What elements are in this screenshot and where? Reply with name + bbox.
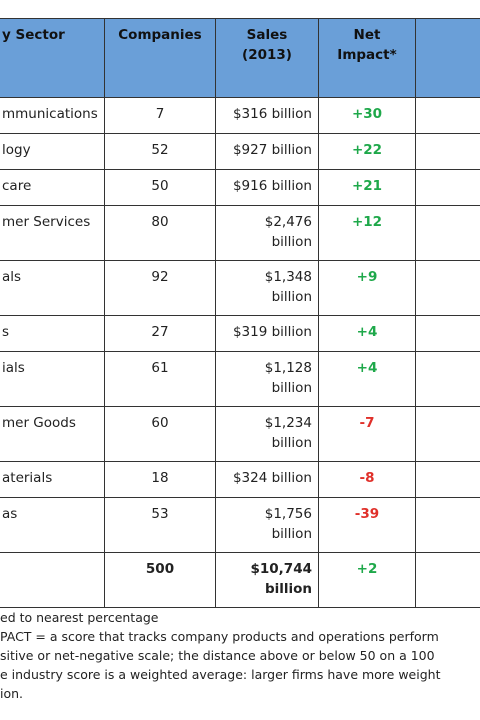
table-cell: +22 — [318, 133, 416, 170]
table-cell: $324 billion — [215, 461, 319, 498]
table-cell: 18 — [104, 461, 216, 498]
table-cell: logy — [0, 133, 105, 170]
table-cell: 80 — [104, 205, 216, 261]
table-cell: mer Services — [0, 205, 105, 261]
table-row: mer Goods 60 $1,234 billion -7 — [0, 406, 480, 462]
table-cell: -39 — [318, 497, 416, 553]
table-cell: 500 — [104, 552, 216, 608]
table-row: logy 52 $927 billion +22 — [0, 133, 480, 170]
table-cell — [415, 205, 480, 261]
footnote: sitive or net-negative scale; the distan… — [0, 648, 435, 663]
table-row: care 50 $916 billion +21 — [0, 169, 480, 206]
table-row: as 53 $1,756 billion -39 — [0, 497, 480, 553]
table-cell — [415, 552, 480, 608]
table-cell: 61 — [104, 351, 216, 407]
table-cell — [415, 461, 480, 498]
table-cell: 60 — [104, 406, 216, 462]
table-cell: $1,348 billion — [215, 260, 319, 316]
table-cell: $316 billion — [215, 97, 319, 134]
table-cell: ials — [0, 351, 105, 407]
footnote: PACT = a score that tracks company produ… — [0, 629, 439, 644]
table-cell: $2,476 billion — [215, 205, 319, 261]
table-cell: 92 — [104, 260, 216, 316]
table-cell: -8 — [318, 461, 416, 498]
table-cell: $1,128 billion — [215, 351, 319, 407]
table-cell — [0, 552, 105, 608]
table-cell: $10,744 billion — [215, 552, 319, 608]
table-cell — [415, 406, 480, 462]
table-cell: 50 — [104, 169, 216, 206]
table-cell — [415, 315, 480, 352]
table-cell: +4 — [318, 315, 416, 352]
table-cell: mmunications — [0, 97, 105, 134]
table-cell: $1,756 billion — [215, 497, 319, 553]
header-cell: Net Impact* — [318, 18, 416, 98]
table-cell — [415, 497, 480, 553]
table-cell: +9 — [318, 260, 416, 316]
table-row: als 92 $1,348 billion +9 — [0, 260, 480, 316]
table-cell: 52 — [104, 133, 216, 170]
sector-table: y Sector Companies Sales (2013) Net Impact*… — [0, 18, 480, 608]
header-cell: Secto of Larg Eco — [415, 18, 480, 98]
table-cell — [415, 260, 480, 316]
footnote: ed to nearest percentage — [0, 610, 159, 625]
footnote: ion. — [0, 686, 24, 701]
table-cell — [415, 351, 480, 407]
table-cell: $927 billion — [215, 133, 319, 170]
header-cell: Sales (2013) — [215, 18, 319, 98]
table-cell: aterials — [0, 461, 105, 498]
table-cell — [415, 97, 480, 134]
table-cell: mer Goods — [0, 406, 105, 462]
table-row: 500 $10,744 billion +2 — [0, 552, 480, 608]
table-cell — [415, 169, 480, 206]
table-cell: +12 — [318, 205, 416, 261]
footnote: e industry score is a weighted average: … — [0, 667, 441, 682]
table-cell: $1,234 billion — [215, 406, 319, 462]
header-cell: Companies — [104, 18, 216, 98]
table-cell: $319 billion — [215, 315, 319, 352]
table-cell: als — [0, 260, 105, 316]
table-cell: +30 — [318, 97, 416, 134]
header-row: y Sector Companies Sales (2013) Net Impact*… — [0, 18, 480, 98]
table-cell: $916 billion — [215, 169, 319, 206]
table-cell: +4 — [318, 351, 416, 407]
table-cell: 7 — [104, 97, 216, 134]
table-cell: +21 — [318, 169, 416, 206]
table-row: s 27 $319 billion +4 — [0, 315, 480, 352]
table-cell: -7 — [318, 406, 416, 462]
table-cell: +2 — [318, 552, 416, 608]
table-row: mer Services 80 $2,476 billion +12 — [0, 205, 480, 261]
table-cell: s — [0, 315, 105, 352]
table-cell: 27 — [104, 315, 216, 352]
header-cell: y Sector — [0, 18, 105, 98]
table-row: mmunications 7 $316 billion +30 — [0, 97, 480, 134]
table-cell: as — [0, 497, 105, 553]
table-cell — [415, 133, 480, 170]
footnotes: ed to nearest percentage PACT = a score t… — [0, 608, 440, 703]
table-row: aterials 18 $324 billion -8 — [0, 461, 480, 498]
table-cell: 53 — [104, 497, 216, 553]
table-row: ials 61 $1,128 billion +4 — [0, 351, 480, 407]
table-cell: care — [0, 169, 105, 206]
